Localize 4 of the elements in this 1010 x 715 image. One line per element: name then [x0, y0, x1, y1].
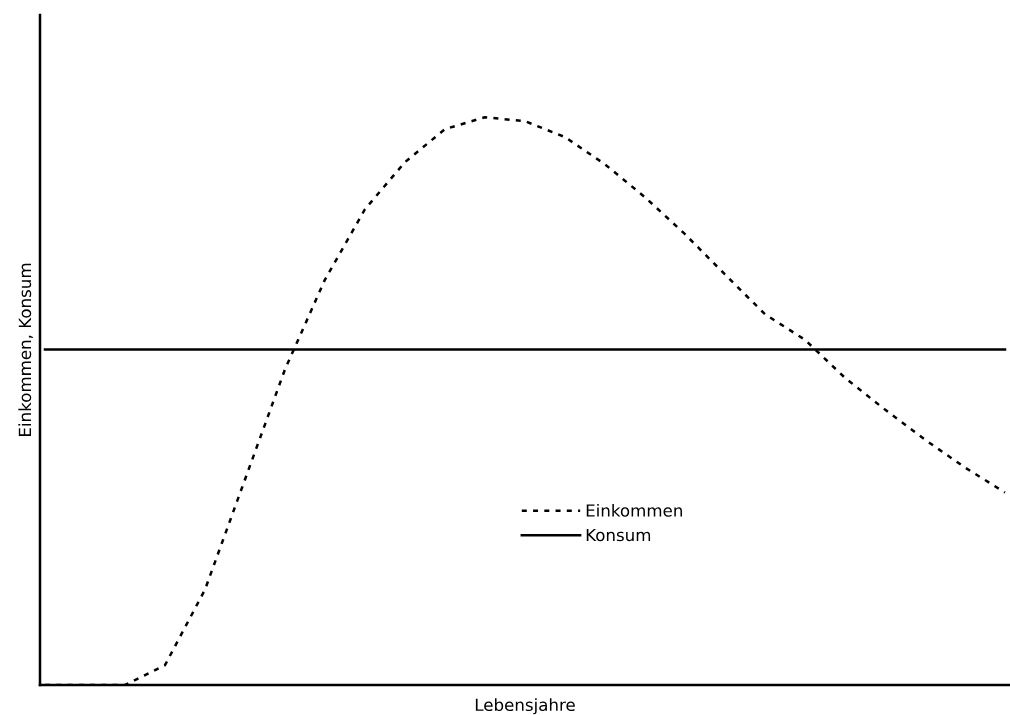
- legend-label: Konsum: [586, 528, 651, 542]
- y-axis-title: Einkommen, Konsum: [18, 263, 33, 436]
- x-axis-title: Lebensjahre: [475, 698, 575, 715]
- legend-label: Einkommen: [586, 503, 682, 517]
